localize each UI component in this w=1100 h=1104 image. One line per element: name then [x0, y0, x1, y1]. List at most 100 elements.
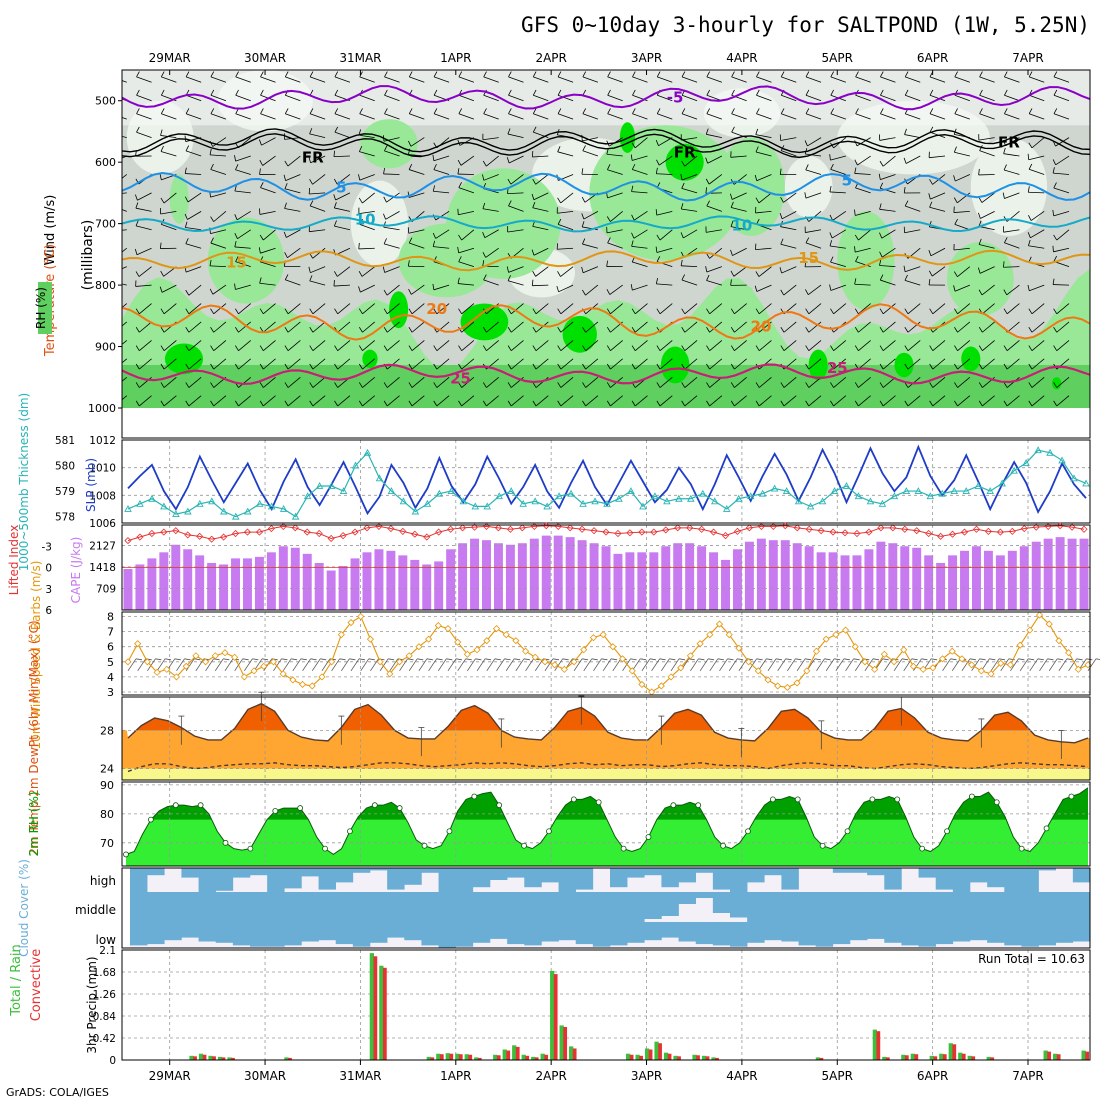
- surface-barb-shaft: [361, 659, 369, 671]
- cloud-middle-bar: [679, 892, 696, 904]
- cloud-low-bar: [1021, 922, 1038, 947]
- cape-bar: [841, 555, 850, 610]
- wind-speed-point: [852, 644, 858, 650]
- cape-bar: [960, 551, 969, 610]
- cloud-low-bar: [1073, 922, 1090, 942]
- rh2m-point: [198, 803, 203, 808]
- cape-bar: [255, 557, 264, 610]
- cloud-low-bar: [1039, 922, 1056, 945]
- contour-label: FR: [674, 143, 696, 161]
- surface-barb-flag: [834, 659, 840, 660]
- cape-bar: [924, 555, 933, 610]
- surface-barb-flag: [446, 659, 452, 660]
- cloud-low-bar: [764, 922, 781, 940]
- rh2m-point: [248, 846, 253, 851]
- cloud-low-bar: [336, 922, 353, 944]
- surface-barb-flag: [281, 659, 287, 660]
- surface-barb-flag: [776, 659, 782, 660]
- rh2m-point: [646, 835, 651, 840]
- rh2m-point: [397, 806, 402, 811]
- surface-barb-shaft: [351, 659, 359, 671]
- cape-bar: [793, 543, 802, 610]
- cloud-low-bar: [747, 922, 764, 943]
- surface-barb-flag: [1086, 659, 1092, 660]
- cloud-low-bar: [233, 922, 250, 945]
- surface-barb-shaft: [293, 659, 301, 671]
- surface-barb-flag: [1057, 659, 1063, 660]
- cloud-low-bar: [850, 922, 867, 940]
- cape-bar: [697, 546, 706, 610]
- wind-speed-point: [775, 683, 781, 689]
- surface-barb-shaft: [787, 659, 795, 671]
- cloud-high-bar: [1073, 868, 1090, 882]
- precip-total-bar: [512, 1045, 516, 1060]
- cape-bar: [1056, 537, 1065, 610]
- cloud-high-bar: [507, 868, 524, 878]
- surface-barb-flag: [601, 659, 607, 660]
- bottom-date-label: 30MAR: [244, 1069, 286, 1083]
- wind-barb-flag: [111, 179, 114, 184]
- surface-barb-flag: [640, 659, 646, 660]
- wind-speed-point: [135, 641, 141, 647]
- rh2m-point: [447, 829, 452, 834]
- rh2m-point: [323, 846, 328, 851]
- surface-barb-flag: [980, 659, 986, 660]
- cape-bar: [996, 555, 1005, 610]
- surface-barb-flag: [873, 659, 879, 660]
- cape-bar: [351, 558, 360, 610]
- cloud-middle-bar: [1073, 892, 1090, 922]
- rh2m-point: [845, 829, 850, 834]
- wind-speed-point: [212, 653, 218, 659]
- cloud-low-bar: [593, 922, 610, 947]
- cloud-middle-bar: [953, 892, 970, 922]
- surface-barb-flag: [989, 659, 995, 660]
- cloud-high-bar: [627, 868, 644, 878]
- surface-barb-shaft: [720, 659, 728, 671]
- wind-barb-flag: [111, 267, 113, 273]
- wind-barb-flag: [1028, 154, 1029, 160]
- wind-barb-flag: [111, 382, 114, 387]
- wind-barb-flag: [112, 108, 115, 113]
- contour-label: 20: [751, 317, 772, 335]
- precip-convective-bar: [933, 1056, 937, 1060]
- surface-barb-flag: [359, 659, 365, 660]
- y-tick-label: 900: [95, 341, 116, 354]
- cloud-low-bar: [696, 922, 713, 944]
- y-tick-label: 700: [95, 218, 116, 231]
- precip-convective-bar: [706, 1056, 710, 1060]
- rh2m-point: [472, 794, 477, 799]
- rh2m-tick-label: 70: [100, 837, 114, 850]
- cloud-middle-bar: [644, 892, 661, 919]
- cape-bar: [279, 546, 288, 610]
- cape-tick-label: 1418: [89, 562, 116, 574]
- cape-bar: [673, 543, 682, 610]
- precip-total-bar: [1053, 1054, 1057, 1060]
- precip-total-bar: [560, 1025, 564, 1060]
- upper-fill: [111, 70, 1090, 408]
- wind-speed-point: [261, 663, 267, 669]
- top-date-label: 5APR: [822, 51, 853, 65]
- cloud-high-bar: [130, 868, 147, 892]
- surface-barb-flag: [737, 659, 743, 660]
- surface-barb-flag: [786, 659, 792, 660]
- surface-barb-shaft: [710, 659, 718, 671]
- precip-convective-bar: [943, 1054, 947, 1060]
- surface-barb-shaft: [855, 659, 863, 671]
- cape-bar: [434, 561, 443, 610]
- top-date-label: 30MAR: [244, 51, 286, 65]
- surface-barb-shaft: [613, 659, 621, 671]
- surface-barb-shaft: [467, 659, 475, 671]
- precip-convective-bar: [193, 1056, 197, 1060]
- precip-total-bar: [550, 971, 554, 1060]
- cloud-low-bar: [130, 922, 147, 945]
- cape-bar: [613, 554, 622, 610]
- surface-barb-flag: [514, 659, 520, 660]
- surface-barb-shaft: [661, 659, 669, 671]
- top-date-label: 7APR: [1012, 51, 1043, 65]
- precip-convective-bar: [497, 1055, 501, 1060]
- surface-barb-shaft: [700, 659, 708, 671]
- cloud-high-bar: [387, 868, 404, 890]
- cloud-low-bar: [679, 922, 696, 942]
- cloud-high-bar: [661, 868, 678, 887]
